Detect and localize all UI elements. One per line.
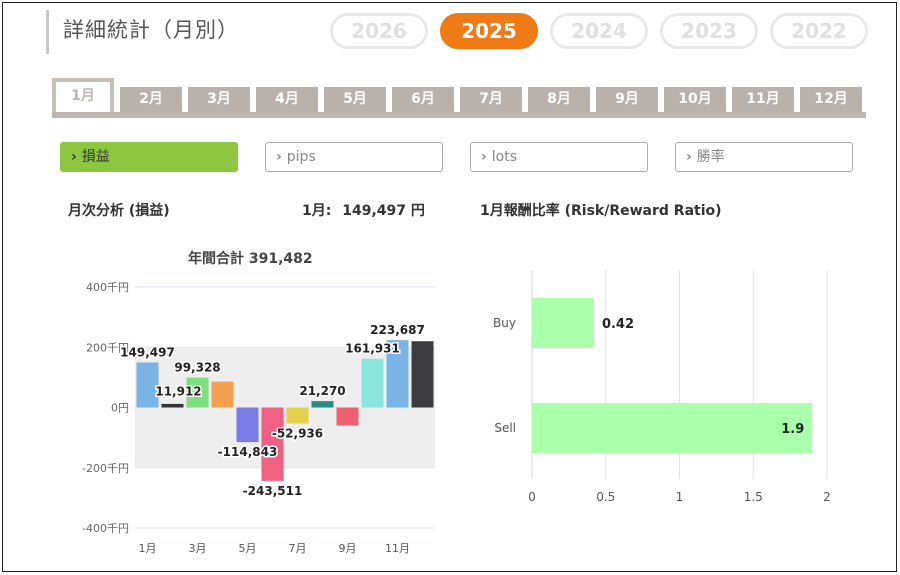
x-tick-label: 2 [823, 490, 831, 504]
data-label: 149,497 [120, 345, 175, 359]
bar-buy [532, 298, 594, 348]
data-label: 223,687 [370, 323, 425, 337]
bar-1 [136, 362, 159, 408]
x-tick-label: 5月 [239, 542, 257, 555]
tab-month-12[interactable]: 12月 [800, 87, 862, 112]
tab-month-10[interactable]: 10月 [664, 87, 726, 112]
x-tick-label: 1 [676, 490, 684, 504]
data-label: 0.42 [602, 317, 634, 332]
data-label: -114,843 [218, 445, 278, 459]
monthly-pnl-chart: 400千円 200千円 0円 -200千円 -400千円 149,497 11,912 99,… [82, 281, 435, 555]
data-label: 21,270 [299, 384, 345, 398]
y-tick-label: 400千円 [86, 281, 129, 294]
month-summary: 1月: 149,497 円 [302, 200, 425, 220]
filter-button-2[interactable]: › lots [470, 142, 648, 172]
x-tick-label: 0.5 [596, 490, 615, 504]
y-tick-label: 0円 [111, 402, 129, 415]
filter-label: 損益 [81, 149, 110, 165]
category-label: Buy [493, 316, 516, 330]
x-tick-label: 1月 [139, 542, 157, 555]
bar-6 [261, 407, 284, 481]
page-title: 詳細統計（月別） [63, 18, 239, 42]
bar-8 [311, 401, 334, 408]
month-summary-value: 149,497 円 [342, 203, 425, 219]
bar-7 [286, 407, 309, 424]
bar-5 [236, 407, 259, 443]
data-label: 161,931 [345, 342, 400, 356]
bar-9 [336, 407, 359, 426]
bar-4 [211, 381, 234, 408]
data-label: -52,936 [272, 426, 323, 440]
x-tick-label: 9月 [339, 542, 357, 555]
filter-button-3[interactable]: › 勝率 [675, 142, 853, 172]
tab-month-11[interactable]: 11月 [732, 87, 794, 112]
bar-3 [186, 377, 209, 408]
x-tick-label: 1.5 [744, 490, 763, 504]
title-block: 詳細統計（月別） [46, 10, 239, 54]
x-tick-label: 7月 [289, 542, 307, 555]
annual-total-title: 年間合計 391,482 [188, 251, 313, 267]
x-tick-label: 11月 [385, 542, 410, 555]
tab-month-3[interactable]: 3月 [188, 87, 250, 112]
risk-reward-heading: 1月報酬比率 (Risk/Reward Ratio) [480, 203, 722, 219]
bar-sell [532, 403, 813, 453]
year-button-2024[interactable]: 2024 [550, 13, 648, 49]
year-button-2023[interactable]: 2023 [660, 13, 758, 49]
tab-month-2[interactable]: 2月 [120, 87, 182, 112]
chevron-right-icon: › [71, 149, 77, 165]
tab-month-9[interactable]: 9月 [596, 87, 658, 112]
risk-reward-chart: 0 0.5 1 1.5 2 Buy 0.42 Sell 1.9 [493, 270, 831, 504]
data-label: 1.9 [781, 422, 804, 437]
data-label: -243,511 [243, 484, 303, 498]
y-tick-label: -200千円 [82, 462, 129, 475]
year-button-2022[interactable]: 2022 [770, 13, 868, 49]
chevron-right-icon: › [686, 149, 692, 165]
tab-month-7[interactable]: 7月 [460, 87, 522, 112]
month-summary-label: 1月: [302, 203, 332, 219]
month-tabs: 1月 2月 3月 4月 5月 6月 7月 8月 9月 10月 11月 12月 [52, 78, 866, 118]
x-tick-label: 3月 [189, 542, 207, 555]
year-button-2026[interactable]: 2026 [330, 13, 428, 49]
y-tick-label: 200千円 [86, 341, 129, 354]
chevron-right-icon: › [481, 149, 487, 165]
tab-month-5[interactable]: 5月 [324, 87, 386, 112]
filter-label: 勝率 [696, 149, 725, 165]
bar-total [411, 341, 434, 408]
chevron-right-icon: › [276, 149, 282, 165]
filter-label: pips [286, 149, 316, 165]
filter-button-0[interactable]: › 損益 [60, 142, 238, 172]
tab-month-1[interactable]: 1月 [52, 78, 114, 112]
filter-button-1[interactable]: › pips [265, 142, 443, 172]
y-tick-label: -400千円 [82, 522, 129, 535]
year-selector: 2026 2025 2024 2023 2022 [330, 13, 868, 49]
monthly-analysis-heading: 月次分析 (損益) [68, 203, 170, 219]
category-label: Sell [494, 421, 516, 435]
year-button-2025[interactable]: 2025 [440, 13, 538, 49]
data-label: 99,328 [174, 361, 220, 375]
x-tick-label: 0 [528, 490, 536, 504]
bar-11 [386, 340, 409, 408]
tab-month-4[interactable]: 4月 [256, 87, 318, 112]
tab-month-6[interactable]: 6月 [392, 87, 454, 112]
bar-2 [161, 403, 184, 408]
filter-label: lots [491, 149, 518, 165]
data-label: 11,912 [155, 385, 201, 399]
bar-10 [361, 358, 384, 408]
tab-month-8[interactable]: 8月 [528, 87, 590, 112]
